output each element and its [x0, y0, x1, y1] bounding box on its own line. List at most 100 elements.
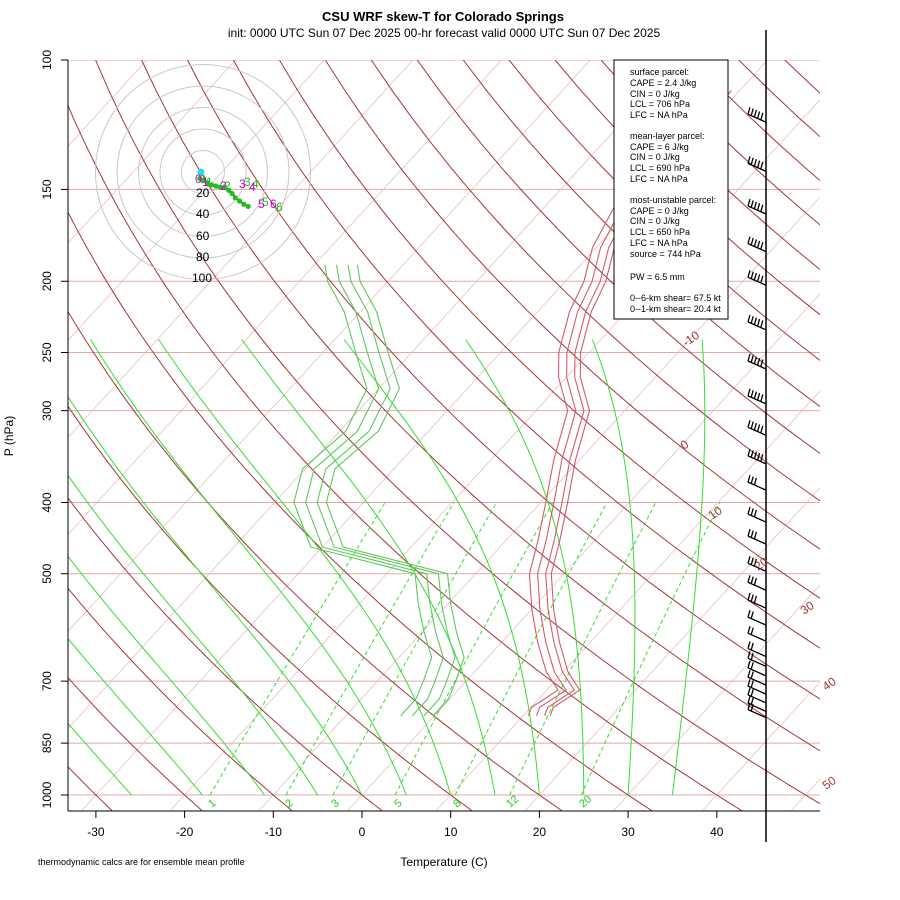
hodograph-point — [232, 195, 238, 201]
wind-barb — [747, 575, 767, 591]
wind-barb-flag — [747, 626, 751, 634]
moist-adiabat-line — [90, 339, 407, 796]
wind-barb-flag — [747, 270, 751, 278]
wind-barb-flag — [760, 242, 764, 250]
wind-barb-flag — [756, 318, 761, 327]
wind-barb-flag — [747, 388, 751, 397]
mean-layer-lcl: LCL = 690 hPa — [630, 163, 690, 173]
wind-barb — [747, 314, 767, 331]
wind-barb-flag — [747, 528, 751, 537]
wind-barb — [747, 696, 767, 712]
hodograph-height-label: 6 — [276, 200, 283, 214]
wind-barb-flag — [753, 201, 758, 210]
dry-adiabat-line — [416, 60, 820, 454]
dry-adiabat-line — [324, 60, 820, 550]
wind-barb — [747, 592, 767, 609]
wind-barb-flag — [756, 160, 761, 168]
y-tick-label: 1000 — [40, 781, 54, 808]
moist-adiabat-line — [68, 474, 319, 796]
wind-barb-flag — [753, 272, 758, 281]
wind-barb-flag — [753, 577, 758, 586]
isotherm-line — [68, 60, 502, 535]
wind-barb-flag — [750, 421, 754, 429]
wind-barb — [747, 528, 767, 545]
wind-barb-flag — [750, 662, 754, 670]
most-unstable-cin: CIN = 0 J/kg — [630, 216, 680, 226]
wind-barb-flag — [750, 157, 754, 165]
hodograph-height-label: 5 — [262, 195, 269, 209]
wind-barb-flag — [760, 425, 764, 434]
hodograph-point — [204, 180, 210, 186]
y-tick-label: 400 — [40, 492, 54, 512]
dewpoint-profile-line — [316, 264, 456, 717]
hodograph-point — [209, 182, 215, 188]
dry-adiabat-line — [68, 310, 562, 811]
surface-lfc: LFC = NA hPa — [630, 110, 688, 120]
hodograph-point — [213, 183, 219, 189]
dry-adiabat-line — [68, 104, 742, 811]
wind-barb-flag — [750, 271, 754, 279]
wind-barb — [747, 641, 767, 658]
mean-layer-header: mean-layer parcel: — [630, 131, 705, 141]
footnote: thermodynamic calcs are for ensemble mea… — [38, 857, 245, 867]
wind-barb — [747, 660, 767, 677]
wind-barb-flag — [753, 391, 758, 399]
x-tick-label: -10 — [265, 825, 283, 839]
wind-barb-flag — [747, 156, 751, 164]
wind-barb-flag — [753, 451, 758, 459]
mixing-ratio-label: 12 — [504, 793, 521, 810]
x-tick-label: 0 — [359, 825, 366, 839]
hodograph-height-label: 4 — [252, 177, 259, 191]
wind-barb-flag — [750, 108, 754, 116]
wind-barb — [747, 609, 767, 626]
hodograph-ring — [138, 107, 268, 237]
wind-barb-flag — [747, 107, 751, 115]
mean-layer-cape: CAPE = 6 J/kg — [630, 142, 689, 152]
x-tick-label: 40 — [710, 825, 724, 839]
shear-0-1km: 0--1-km shear= 20.4 kt — [630, 304, 721, 314]
wind-barb-flag — [750, 671, 754, 679]
hodograph-point — [217, 184, 223, 190]
hodograph-point — [236, 198, 243, 204]
wind-barb — [747, 236, 767, 253]
dry-adiabat-label: 50 — [820, 773, 839, 792]
hodograph-point — [241, 201, 247, 207]
wind-barb-flag — [750, 200, 754, 208]
wind-barb-flag — [747, 609, 751, 618]
y-tick-label: 150 — [40, 179, 54, 199]
wind-barb — [747, 270, 767, 286]
x-axis-label: Temperature (C) — [400, 855, 487, 869]
wind-barb-flag — [750, 476, 754, 484]
hodograph-point — [200, 178, 206, 184]
wind-barb-flag — [747, 198, 751, 207]
wind-barb — [747, 678, 767, 695]
hodograph-height-label: 5 — [258, 197, 265, 211]
wind-barb-flag — [750, 508, 754, 516]
wind-barb — [747, 651, 767, 667]
mixing-ratio-line — [332, 502, 497, 796]
wind-barb-flag — [753, 356, 758, 364]
x-tick-label: -30 — [87, 825, 105, 839]
y-axis-ticks: 100 150 200 250 300 400 500 700 850 1000 — [40, 50, 68, 808]
wind-barb-flag — [747, 660, 751, 669]
mixing-ratio-line — [509, 502, 657, 796]
moist-adiabat-line — [465, 339, 585, 796]
wind-barb-flag — [750, 627, 754, 635]
isotherm-line — [702, 681, 820, 811]
most-unstable-cape: CAPE = 0 J/kg — [630, 206, 689, 216]
surface-lcl: LCL = 706 hPa — [630, 99, 690, 109]
wind-barb-flag — [747, 448, 751, 457]
isotherm-line — [436, 390, 820, 811]
mean-layer-lfc: LFC = NA hPa — [630, 174, 688, 184]
isotherm-line — [880, 60, 900, 811]
dry-adiabat-label: 20 — [752, 554, 771, 573]
moist-adiabat-line — [68, 555, 265, 796]
wind-barb — [747, 687, 767, 704]
profile-lines — [293, 90, 732, 717]
wind-barb-flag — [750, 703, 754, 712]
wind-barb-flag — [753, 477, 758, 486]
moist-adiabat-line — [68, 395, 363, 796]
wind-barb — [747, 448, 767, 465]
hodograph-height-label: 3 — [244, 175, 251, 189]
